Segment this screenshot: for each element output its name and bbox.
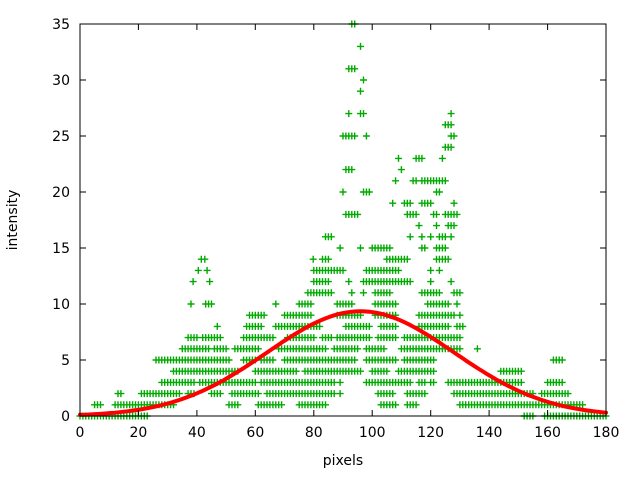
plot-frame-and-ticks bbox=[79, 23, 607, 417]
x-tick-label: 40 bbox=[188, 425, 206, 441]
x-axis-label: pixels bbox=[323, 453, 363, 469]
x-tick-label: 0 bbox=[76, 425, 85, 441]
y-tick-label: 5 bbox=[61, 353, 70, 369]
x-tick-label: 60 bbox=[246, 425, 264, 441]
y-axis-label: intensity bbox=[5, 190, 21, 251]
y-tick-label: 0 bbox=[61, 409, 70, 425]
x-tick-label: 80 bbox=[305, 425, 323, 441]
x-tick-label: 160 bbox=[534, 425, 561, 441]
x-tick-label: 180 bbox=[593, 425, 620, 441]
tick-labels: 0 20 40 60 80 100 120 140 160 180 0 5 10 15 20 25 30 35 bbox=[52, 17, 619, 441]
x-tick-label: 100 bbox=[359, 425, 386, 441]
x-tick-label: 20 bbox=[130, 425, 148, 441]
y-tick-label: 15 bbox=[52, 241, 70, 257]
y-tick-label: 30 bbox=[52, 73, 70, 89]
gaussian-fit-curve bbox=[78, 309, 608, 417]
y-tick-label: 10 bbox=[52, 297, 70, 313]
y-tick-label: 25 bbox=[52, 129, 70, 145]
x-tick-label: 120 bbox=[417, 425, 444, 441]
y-tick-label: 20 bbox=[52, 185, 70, 201]
x-tick-label: 140 bbox=[476, 425, 503, 441]
y-tick-label: 35 bbox=[52, 17, 70, 33]
